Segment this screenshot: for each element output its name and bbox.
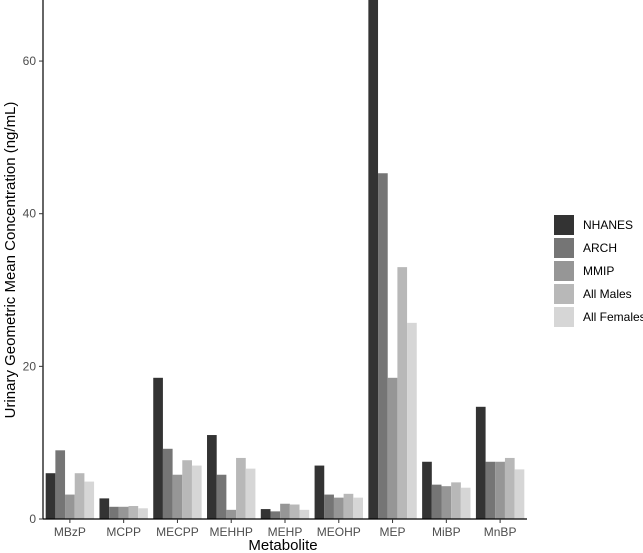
bar-mecpp-all-males: [182, 460, 192, 519]
bar-mehhp-all-males: [236, 457, 246, 519]
bar-mbzp-all-females: [84, 481, 95, 519]
bar-mecpp-arch: [162, 448, 173, 519]
legend-swatch-arch: [554, 238, 574, 258]
bar-mehhp-mmip: [226, 509, 237, 519]
legend: NHANES ARCH MMIP All Males All Females: [554, 215, 643, 327]
bar-mbzp-all-males: [74, 473, 85, 519]
bar-mep-mmip: [387, 377, 398, 519]
legend-swatch-mmip: [554, 261, 574, 281]
bar-mep-arch: [378, 173, 388, 519]
bar-mep-all-males: [397, 267, 408, 519]
x-tick-label: MEHP: [268, 525, 303, 539]
x-tick-label: MECPP: [156, 525, 199, 539]
bar-mnbp-all-females: [514, 469, 525, 519]
bar-mnbp-mmip: [495, 461, 505, 519]
legend-label: MMIP: [583, 264, 614, 278]
bar-mehp-mmip: [280, 503, 290, 519]
bar-mnbp-all-males: [504, 457, 515, 519]
bars-group: [45, 0, 525, 519]
legend-swatch-nhanes: [554, 215, 574, 235]
legend-label: ARCH: [583, 241, 617, 255]
bar-mcpp-all-females: [138, 508, 148, 519]
y-tick-label: 0: [29, 512, 36, 526]
bar-mibp-all-females: [460, 487, 471, 519]
bar-mbzp-mmip: [65, 494, 75, 519]
x-tick-label: MEOHP: [317, 525, 361, 539]
bar-mibp-arch: [431, 484, 442, 519]
bar-mcpp-mmip: [118, 506, 129, 519]
x-axis: MBzP MCPP MECPP MEHHP MEHP MEOHP MEP MiBP MnBP: [43, 518, 527, 539]
bar-mecpp-all-females: [191, 465, 202, 519]
y-axis-title: Urinary Geometric Mean Concentration (ng…: [2, 102, 19, 419]
bar-meohp-all-males: [343, 493, 354, 519]
bar-mibp-all-males: [451, 482, 461, 519]
bar-mcpp-arch: [109, 506, 119, 519]
bar-mehp-nhanes: [260, 509, 271, 519]
x-tick-label: MEP: [380, 525, 406, 539]
legend-label: All Females: [583, 310, 643, 324]
bar-mecpp-mmip: [172, 474, 183, 519]
bar-mcpp-all-males: [128, 506, 139, 519]
x-tick-label: MnBP: [484, 525, 517, 539]
bar-meohp-all-females: [353, 497, 363, 519]
bar-mehp-all-females: [299, 509, 310, 519]
y-axis: 0 20 40 60: [23, 0, 44, 526]
x-tick-label: MCPP: [106, 525, 141, 539]
legend-swatch-all-males: [554, 284, 574, 304]
bar-mehhp-nhanes: [207, 435, 217, 519]
y-tick-label: 20: [23, 359, 37, 373]
legend-swatch-all-females: [554, 307, 574, 327]
x-tick-label: MEHHP: [210, 525, 253, 539]
bar-mep-nhanes: [368, 0, 379, 519]
bar-mep-all-females: [407, 322, 417, 519]
y-tick-label: 60: [23, 54, 37, 68]
bar-meohp-arch: [324, 494, 334, 519]
legend-label: NHANES: [583, 218, 633, 232]
y-tick-label: 40: [23, 207, 37, 221]
x-tick-label: MBzP: [54, 525, 86, 539]
bar-mehhp-all-females: [245, 468, 256, 519]
bar-mibp-nhanes: [422, 461, 432, 519]
bar-mbzp-nhanes: [45, 473, 56, 519]
bar-mehp-arch: [270, 511, 281, 519]
bar-mibp-mmip: [441, 486, 452, 519]
bar-mbzp-arch: [55, 450, 66, 519]
x-tick-label: MiBP: [432, 525, 461, 539]
bar-mehhp-arch: [216, 474, 227, 519]
bar-meohp-mmip: [333, 497, 344, 519]
bar-mnbp-nhanes: [475, 406, 486, 519]
bar-mecpp-nhanes: [153, 377, 163, 519]
bar-mcpp-nhanes: [99, 498, 110, 519]
bar-meohp-nhanes: [314, 465, 325, 519]
bar-mehp-all-males: [289, 504, 300, 519]
bar-mnbp-arch: [485, 461, 496, 519]
x-axis-title: Metabolite: [248, 537, 317, 553]
legend-label: All Males: [583, 287, 632, 301]
